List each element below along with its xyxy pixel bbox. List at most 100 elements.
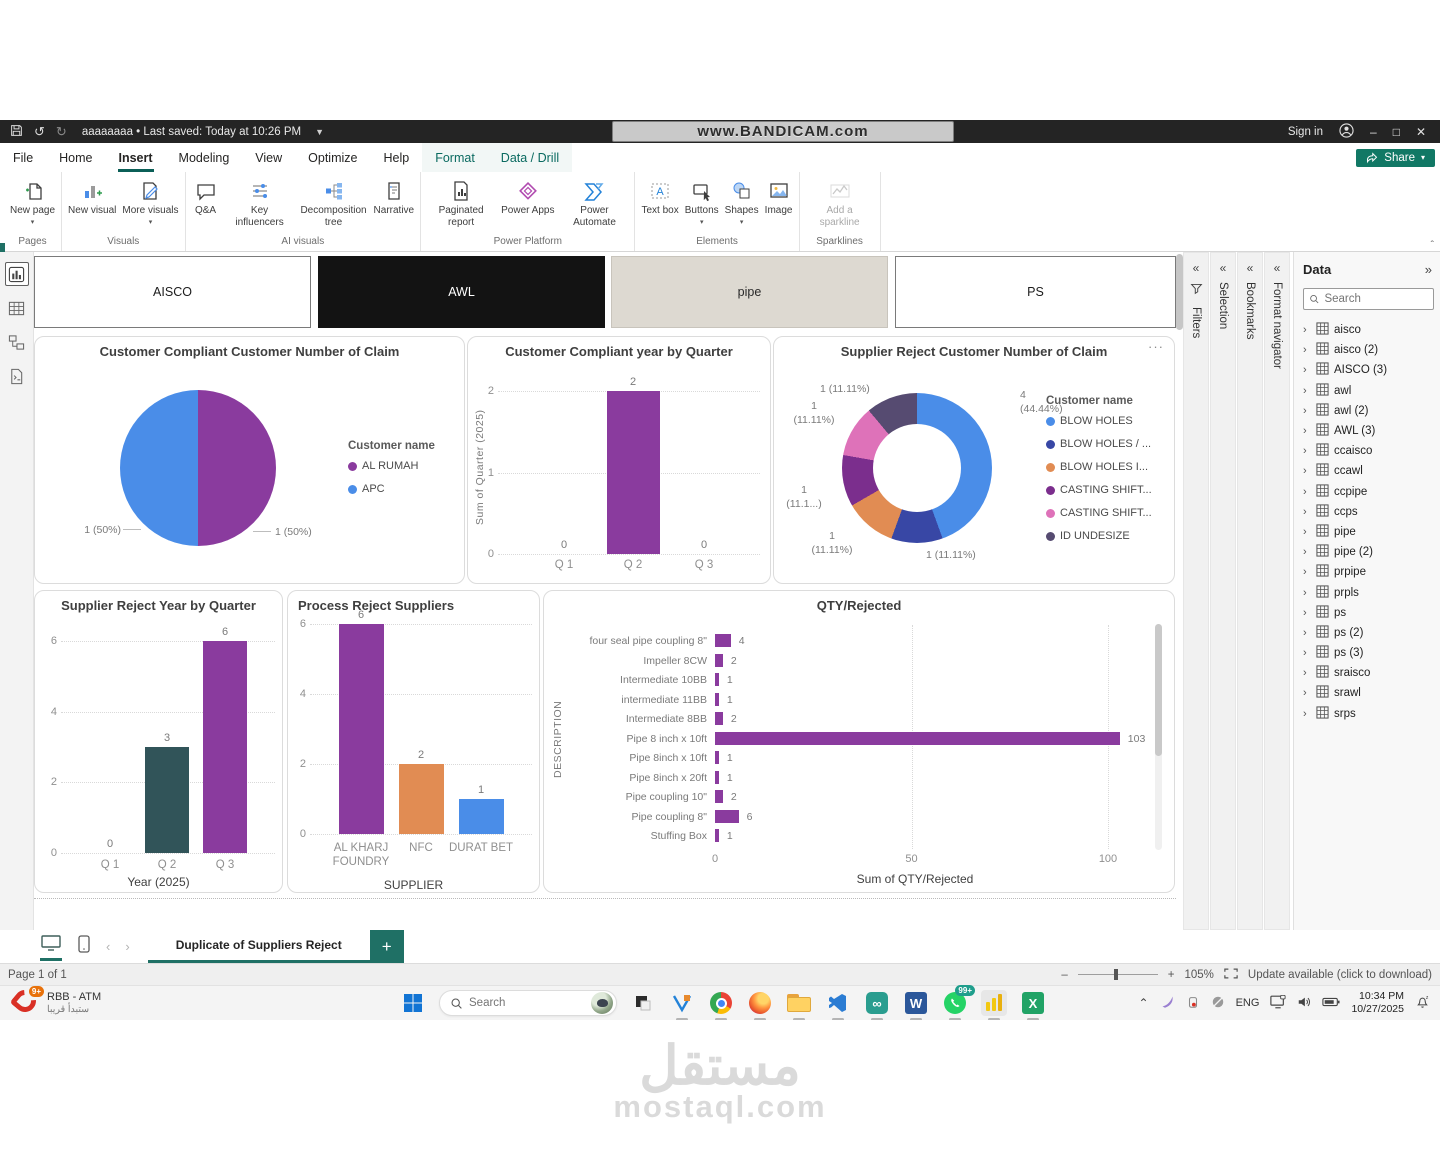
chevron-right-icon[interactable]: › <box>1303 364 1307 377</box>
visual-hbar-qty-rejected[interactable]: QTY/Rejected 0 50 100 four seal pipe couplin… <box>543 590 1175 893</box>
zoom-slider[interactable] <box>1077 969 1158 980</box>
chevron-right-icon[interactable]: › <box>1303 626 1307 639</box>
ribbon-button-buttons[interactable]: Buttons ▾ <box>682 177 722 229</box>
ribbon-button-power-automate[interactable]: Power Automate <box>557 177 631 230</box>
menu-item-help[interactable]: Help <box>383 150 410 165</box>
collapse-ribbon-icon[interactable]: ˆ <box>1430 240 1434 251</box>
expand-pane-icon[interactable]: « <box>1219 261 1227 275</box>
menu-item-modeling[interactable]: Modeling <box>178 150 230 165</box>
sign-in-link[interactable]: Sign in <box>1287 125 1323 138</box>
ribbon-button-image[interactable]: Image <box>762 177 796 219</box>
chevron-right-icon[interactable]: › <box>1303 647 1307 660</box>
data-table-row[interactable]: › ps <box>1303 603 1434 623</box>
hbar-5[interactable] <box>715 731 1120 745</box>
taskbar-icon-snip-app[interactable] <box>630 990 656 1016</box>
chevron-right-icon[interactable]: › <box>1303 606 1307 619</box>
maximize-button[interactable]: □ <box>1392 124 1400 139</box>
bar-durat-bet[interactable] <box>458 799 504 834</box>
taskbar-icon-whatsapp[interactable]: 99+ <box>942 985 975 1021</box>
ribbon-button-new-page[interactable]: New page ▾ <box>7 177 58 229</box>
ribbon-button-new-visual[interactable]: New visual <box>65 177 119 219</box>
chevron-right-icon[interactable]: › <box>1303 505 1307 518</box>
chart-scrollbar-handle[interactable] <box>1155 624 1162 756</box>
chevron-right-icon[interactable]: › <box>1303 324 1307 337</box>
hbar-4[interactable] <box>715 712 723 725</box>
chevron-up-icon[interactable]: ⌃ <box>1138 996 1149 1010</box>
visual-column-process-reject[interactable]: Process Reject Suppliers 0 2 4 6 6 AL KHARJ FO… <box>287 590 540 893</box>
muted-icon[interactable] <box>1211 995 1225 1012</box>
pane-tab-format-navigator[interactable]: « Format navigator <box>1264 252 1290 930</box>
dax-query-view-icon[interactable] <box>5 364 29 388</box>
slicer-button-awl[interactable]: AWL <box>318 256 605 328</box>
data-table-row[interactable]: › prpls <box>1303 582 1434 602</box>
windows-start-button[interactable] <box>400 990 426 1016</box>
menu-item-optimize[interactable]: Optimize <box>308 150 358 165</box>
menu-item-home[interactable]: Home <box>59 150 93 165</box>
fit-to-page-icon[interactable] <box>1224 968 1238 982</box>
chevron-right-icon[interactable]: › <box>1303 707 1307 720</box>
data-table-row[interactable]: › AWL (3) <box>1303 421 1434 441</box>
display-icon[interactable] <box>1270 994 1286 1012</box>
canvas-scrollbar[interactable] <box>1176 254 1183 330</box>
data-table-row[interactable]: › ps (3) <box>1303 643 1434 663</box>
data-table-row[interactable]: › ccawl <box>1303 461 1434 481</box>
visual-column-supplier-reject-quarter[interactable]: Supplier Reject Year by Quarter 0 2 4 6 0 Q 1 3… <box>34 590 283 893</box>
account-avatar-icon[interactable] <box>1339 122 1354 141</box>
table-view-icon[interactable] <box>5 296 29 320</box>
prev-page-arrow[interactable]: ‹ <box>106 939 111 954</box>
data-table-row[interactable]: › ccaisco <box>1303 441 1434 461</box>
expand-pane-icon[interactable]: « <box>1246 261 1254 275</box>
hbar-9[interactable] <box>715 809 739 823</box>
taskbar-icon-firefox[interactable] <box>747 990 773 1021</box>
visual-pie-customer-compliant[interactable]: Customer Compliant Customer Number of Cl… <box>34 336 465 584</box>
save-icon[interactable] <box>10 124 23 140</box>
legend-item[interactable]: BLOW HOLES I... <box>1046 461 1148 473</box>
bar-q-3[interactable] <box>203 641 247 853</box>
hbar-10[interactable] <box>715 829 719 842</box>
taskbar-icon-vscode[interactable] <box>825 990 851 1021</box>
taskbar-icon-word[interactable]: W <box>903 990 929 1021</box>
chevron-right-icon[interactable]: › <box>1303 687 1307 700</box>
collapse-pane-icon[interactable]: » <box>1424 262 1432 277</box>
report-view-icon[interactable] <box>4 262 29 286</box>
ribbon-button-shapes[interactable]: Shapes ▾ <box>722 177 762 229</box>
report-canvas[interactable]: AISCO AWL pipe PS Customer Compliant Custome… <box>34 252 1180 930</box>
hbar-3[interactable] <box>715 692 719 706</box>
legend-item[interactable]: ID UNDESIZE <box>1046 530 1130 542</box>
ribbon-button-narrative[interactable]: Narrative <box>371 177 418 219</box>
next-page-arrow[interactable]: › <box>125 939 130 954</box>
data-table-row[interactable]: › pipe (2) <box>1303 542 1434 562</box>
ribbon-button-q-a[interactable]: Q&A <box>189 177 223 219</box>
bar-nfc[interactable] <box>398 764 444 834</box>
pane-tab-filters[interactable]: « Filters <box>1183 252 1209 930</box>
menu-item-insert[interactable]: Insert <box>106 143 166 172</box>
page-tab[interactable]: Duplicate of Suppliers Reject <box>147 930 370 963</box>
data-table-row[interactable]: › AISCO (3) <box>1303 360 1434 380</box>
bar-q-2[interactable] <box>145 747 189 853</box>
visual-column-compliant-quarter[interactable]: Customer Compliant year by Quarter 0 1 2 0 Q … <box>467 336 771 584</box>
data-table-row[interactable]: › awl <box>1303 381 1434 401</box>
zoom-in-button[interactable]: + <box>1167 968 1175 981</box>
tray-language-label[interactable]: ENG <box>1235 997 1260 1009</box>
speaker-icon[interactable] <box>1297 995 1311 1012</box>
more-options-icon[interactable]: ··· <box>1148 339 1164 354</box>
legend-item[interactable]: AL RUMAH <box>348 460 418 472</box>
taskbar-icon-v-app[interactable] <box>669 990 695 1021</box>
visual-donut-supplier-reject[interactable]: Supplier Reject Customer Number of Claim… <box>773 336 1175 584</box>
zoom-out-button[interactable]: – <box>1061 968 1068 981</box>
chevron-right-icon[interactable]: › <box>1303 566 1307 579</box>
chevron-right-icon[interactable]: › <box>1303 586 1307 599</box>
chevron-right-icon[interactable]: › <box>1303 546 1307 559</box>
pinned-app-rbb[interactable]: 9+ RBB - ATM ستبدأ قريبا <box>0 985 400 1017</box>
chevron-right-icon[interactable]: › <box>1303 445 1307 458</box>
title-dropdown-icon[interactable]: ▼ <box>315 126 325 137</box>
taskbar-search[interactable] <box>439 990 617 1016</box>
hbar-6[interactable] <box>715 751 719 764</box>
chevron-right-icon[interactable]: › <box>1303 384 1307 397</box>
data-table-row[interactable]: › ccpipe <box>1303 482 1434 502</box>
chevron-right-icon[interactable]: › <box>1303 404 1307 417</box>
minimize-button[interactable]: – <box>1370 124 1377 139</box>
chevron-right-icon[interactable]: › <box>1303 485 1307 498</box>
close-button[interactable]: ✕ <box>1415 124 1426 139</box>
menu-item-file[interactable]: File <box>13 150 34 165</box>
